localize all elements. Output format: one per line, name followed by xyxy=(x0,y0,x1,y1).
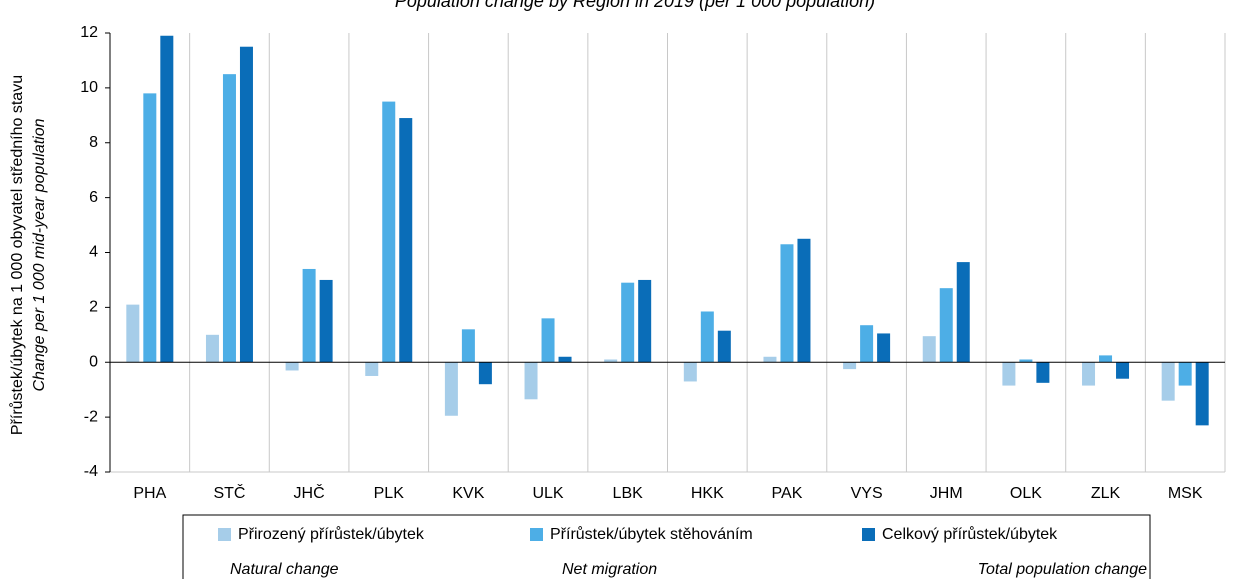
bar xyxy=(797,238,811,363)
bar xyxy=(621,282,635,363)
bar xyxy=(399,118,413,363)
bar xyxy=(1116,362,1130,379)
bar xyxy=(541,318,555,363)
bar xyxy=(956,262,970,363)
y-tick-label: 0 xyxy=(89,353,98,370)
bar xyxy=(365,362,379,376)
bar xyxy=(717,330,731,363)
bar xyxy=(461,329,475,363)
bar xyxy=(1019,359,1033,363)
bar xyxy=(763,356,777,363)
bar xyxy=(860,325,874,363)
bar xyxy=(222,74,236,363)
bar xyxy=(478,362,492,385)
bar xyxy=(939,288,953,363)
legend-box xyxy=(182,514,1151,579)
x-tick-label: JHM xyxy=(930,485,963,502)
y-axis-label: Přírůstek/úbytek na 1 000 obyvatel střed… xyxy=(8,75,26,435)
bar xyxy=(160,35,174,363)
bar xyxy=(382,101,396,363)
y-tick-label: 2 xyxy=(89,299,98,316)
bar xyxy=(1082,362,1096,386)
y-tick-label: 6 xyxy=(89,189,98,206)
legend-label-en: Total population change xyxy=(978,561,1147,578)
y-tick-label: 10 xyxy=(80,79,98,96)
x-tick-label: LBK xyxy=(613,485,644,502)
x-tick-label: HKK xyxy=(691,485,724,502)
bar xyxy=(1178,362,1192,386)
bar xyxy=(319,279,333,363)
bar xyxy=(604,359,618,363)
bar xyxy=(558,356,572,363)
legend-label: Přirozený přírůstek/úbytek xyxy=(238,525,425,543)
x-tick-label: PHA xyxy=(133,485,166,502)
bar xyxy=(1002,362,1016,386)
y-tick-label: 4 xyxy=(89,244,98,261)
chart-title: Population change by Region in 2019 (per… xyxy=(395,0,875,11)
x-tick-label: MSK xyxy=(1168,485,1203,502)
y-tick-label: -4 xyxy=(84,463,98,480)
y-tick-label: -2 xyxy=(84,408,98,425)
bar xyxy=(1099,355,1113,363)
bar xyxy=(1036,362,1050,383)
legend-swatch xyxy=(218,528,231,541)
x-tick-label: JHČ xyxy=(294,483,325,502)
x-tick-label: STČ xyxy=(213,483,245,502)
bar xyxy=(780,244,794,363)
bar xyxy=(143,93,157,363)
x-tick-label: PLK xyxy=(374,485,405,502)
x-tick-label: ULK xyxy=(532,485,563,502)
x-tick-label: VYS xyxy=(851,485,883,502)
bar xyxy=(700,311,714,363)
x-tick-label: PAK xyxy=(772,485,803,502)
x-tick-label: OLK xyxy=(1010,485,1042,502)
bar xyxy=(922,336,936,363)
bar xyxy=(205,334,219,363)
bar xyxy=(444,362,458,416)
bar xyxy=(302,268,316,363)
bar xyxy=(524,362,538,400)
y-tick-label: 12 xyxy=(80,24,98,41)
bar xyxy=(285,362,299,371)
x-tick-label: ZLK xyxy=(1091,485,1121,502)
bar xyxy=(126,304,140,363)
legend-label: Přírůstek/úbytek stěhováním xyxy=(550,525,753,543)
bar xyxy=(1161,362,1175,401)
y-tick-label: 8 xyxy=(89,134,98,151)
bar xyxy=(877,333,891,363)
bar xyxy=(239,46,253,363)
y-axis-label-en: Change per 1 000 mid-year population xyxy=(31,118,48,391)
bar xyxy=(843,362,857,370)
legend-label-en: Net migration xyxy=(562,561,657,578)
legend-label: Celkový přírůstek/úbytek xyxy=(882,525,1058,543)
x-tick-label: KVK xyxy=(452,485,484,502)
bar xyxy=(638,279,652,363)
legend-swatch xyxy=(862,528,875,541)
bar xyxy=(1195,362,1209,426)
bar xyxy=(683,362,697,382)
legend-swatch xyxy=(530,528,543,541)
legend-label-en: Natural change xyxy=(230,561,339,578)
